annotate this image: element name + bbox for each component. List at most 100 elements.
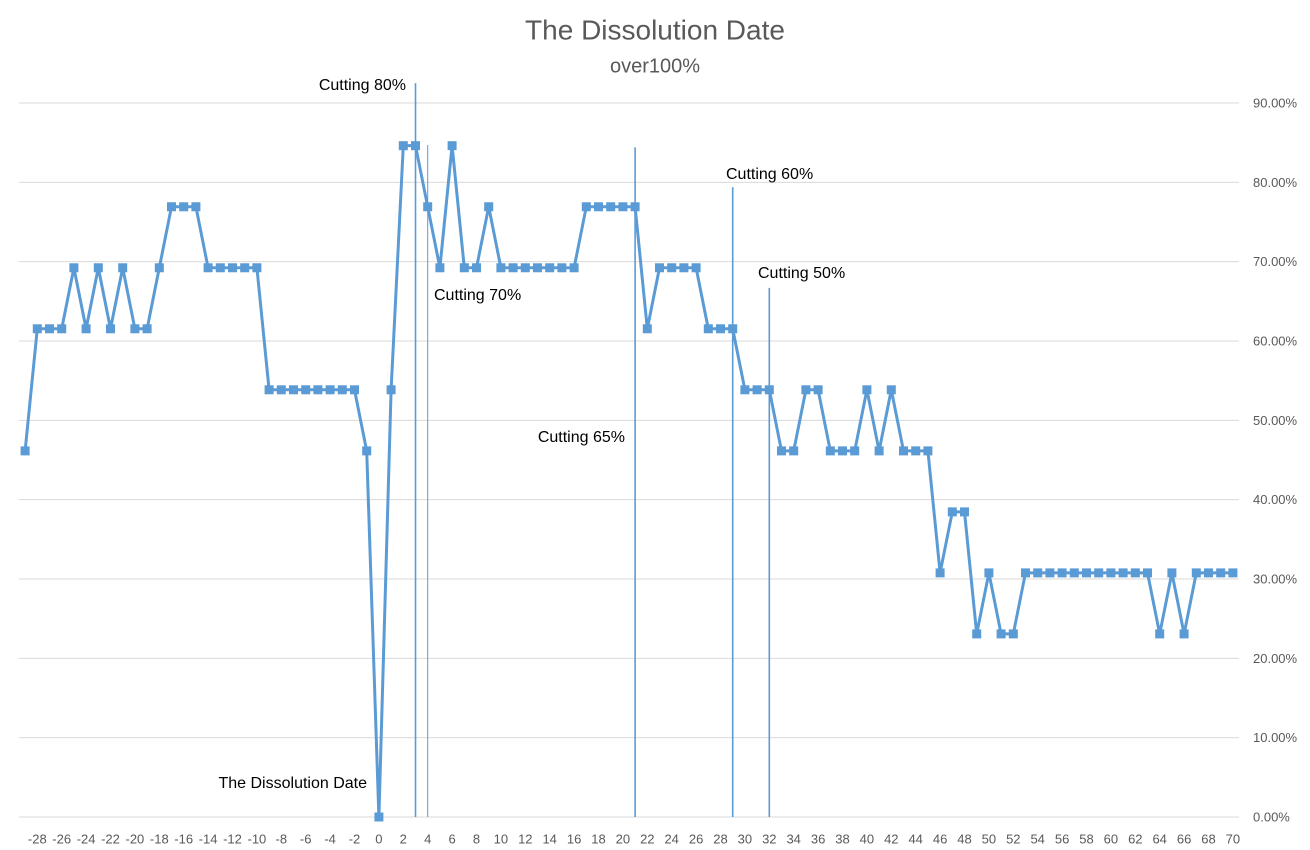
point-marker	[447, 141, 457, 151]
x-tick-label: -18	[150, 831, 169, 846]
x-tick-label: 28	[713, 831, 727, 846]
point-marker	[899, 446, 908, 456]
point-marker	[325, 385, 335, 395]
point-marker	[813, 385, 823, 395]
x-tick-label: -6	[300, 831, 312, 846]
point-marker	[93, 263, 103, 273]
point-marker	[703, 324, 713, 334]
point-marker	[752, 385, 762, 395]
point-marker	[825, 446, 835, 456]
x-tick-label: 2	[400, 831, 407, 846]
point-marker	[252, 263, 262, 273]
x-tick-label: -8	[276, 831, 288, 846]
point-marker	[1130, 568, 1140, 578]
point-marker	[313, 385, 323, 395]
point-marker	[972, 629, 982, 639]
point-marker	[801, 385, 811, 395]
point-marker	[508, 263, 518, 273]
x-tick-label: -28	[28, 831, 47, 846]
chart-title: The Dissolution Date	[525, 14, 785, 45]
point-marker	[520, 263, 530, 273]
x-tick-label: 30	[738, 831, 752, 846]
point-marker	[618, 202, 628, 212]
y-tick-label: 30.00%	[1253, 571, 1298, 586]
y-tick-label: 40.00%	[1253, 492, 1298, 507]
x-tick-label: 14	[542, 831, 556, 846]
point-marker	[1216, 568, 1226, 578]
x-tick-label: 60	[1104, 831, 1118, 846]
x-tick-label: 50	[982, 831, 996, 846]
x-tick-label: 24	[664, 831, 678, 846]
point-marker	[1228, 568, 1238, 578]
y-tick-label: 10.00%	[1253, 730, 1298, 745]
point-marker	[1118, 568, 1128, 578]
point-marker	[130, 324, 140, 334]
point-marker	[1082, 568, 1091, 578]
point-marker	[728, 324, 738, 334]
x-tick-label: -2	[349, 831, 361, 846]
point-marker	[1155, 629, 1165, 639]
point-marker	[228, 263, 237, 273]
point-marker	[20, 446, 30, 456]
point-marker	[179, 202, 189, 212]
x-tick-label: -20	[126, 831, 145, 846]
x-tick-label: 4	[424, 831, 431, 846]
point-marker	[1057, 568, 1067, 578]
point-marker	[886, 385, 896, 395]
point-marker	[545, 263, 555, 273]
x-tick-label: 64	[1152, 831, 1166, 846]
point-marker	[1033, 568, 1043, 578]
point-marker	[777, 446, 786, 456]
point-marker	[679, 263, 689, 273]
point-marker	[581, 202, 591, 212]
point-marker	[167, 202, 176, 212]
point-marker	[1204, 568, 1213, 578]
x-tick-label: -24	[77, 831, 96, 846]
point-marker	[362, 446, 372, 456]
point-marker	[1167, 568, 1177, 578]
x-tick-label: 52	[1006, 831, 1020, 846]
x-tick-label: 46	[933, 831, 947, 846]
y-tick-label: 0.00%	[1253, 809, 1290, 824]
annotation: Cutting 65%	[538, 429, 625, 446]
x-tick-label: -26	[52, 831, 71, 846]
y-tick-label: 50.00%	[1253, 413, 1298, 428]
x-tick-label: 44	[908, 831, 922, 846]
x-tick-label: 0	[375, 831, 382, 846]
point-marker	[935, 568, 945, 578]
x-tick-label: 40	[860, 831, 874, 846]
point-marker	[1179, 629, 1189, 639]
y-tick-label: 60.00%	[1253, 333, 1298, 348]
point-marker	[215, 263, 225, 273]
point-marker	[691, 263, 701, 273]
point-marker	[557, 263, 567, 273]
point-marker	[764, 385, 774, 395]
y-tick-label: 90.00%	[1253, 95, 1298, 110]
x-tick-label: 66	[1177, 831, 1191, 846]
x-tick-label: -12	[223, 831, 242, 846]
x-tick-label: 12	[518, 831, 532, 846]
point-marker	[398, 141, 408, 151]
point-marker	[142, 324, 152, 334]
x-tick-label: 70	[1226, 831, 1240, 846]
x-tick-label: 62	[1128, 831, 1142, 846]
point-marker	[996, 629, 1006, 639]
x-tick-label: 36	[811, 831, 825, 846]
x-tick-label: 32	[762, 831, 776, 846]
point-marker	[154, 263, 164, 273]
point-marker	[606, 202, 616, 212]
point-marker	[484, 202, 494, 212]
annotation: The Dissolution Date	[218, 775, 367, 792]
point-marker	[337, 385, 347, 395]
point-marker	[740, 385, 750, 395]
point-marker	[459, 263, 469, 273]
point-marker	[1191, 568, 1201, 578]
point-marker	[69, 263, 79, 273]
x-tick-label: 34	[786, 831, 800, 846]
x-tick-label: 8	[473, 831, 480, 846]
point-marker	[81, 324, 91, 334]
x-tick-label: -4	[324, 831, 336, 846]
x-tick-label: -14	[199, 831, 218, 846]
x-tick-label: 42	[884, 831, 898, 846]
